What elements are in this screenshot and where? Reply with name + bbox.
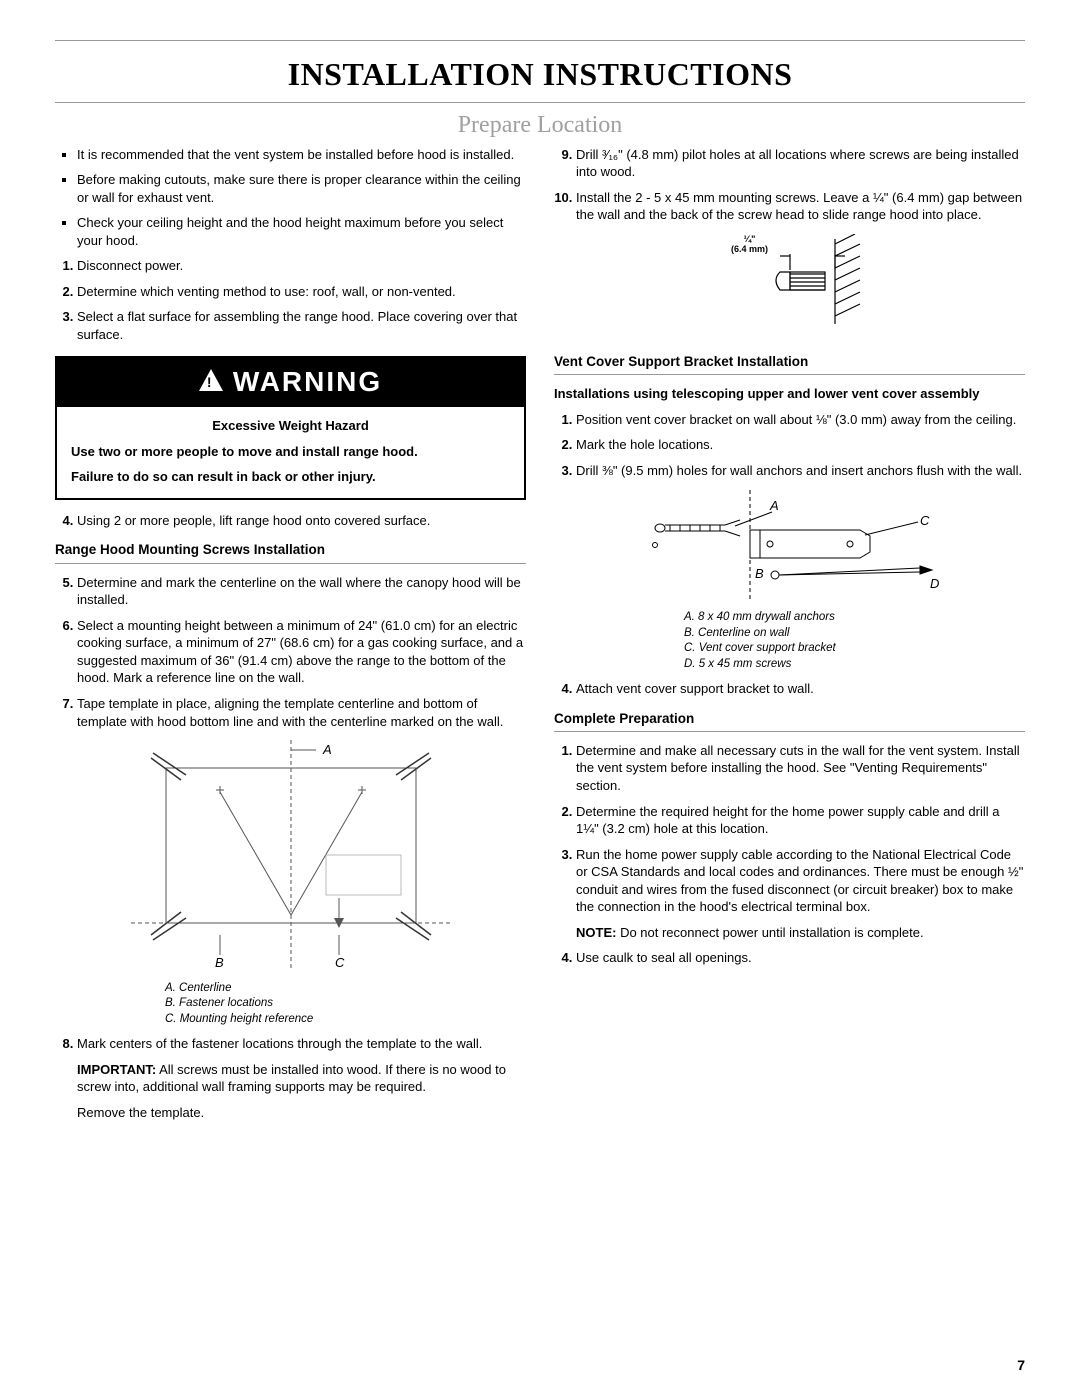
figure1-legend: A. Centerline B. Fastener locations C. M… xyxy=(55,981,526,1028)
step-item: Determine which venting method to use: r… xyxy=(77,283,526,301)
complete-steps: Determine and make all necessary cuts in… xyxy=(554,742,1025,967)
note-label: NOTE: xyxy=(576,925,616,940)
figure-bracket: A B C D xyxy=(554,490,1025,605)
subhead-vent-bracket: Vent Cover Support Bracket Installation xyxy=(554,353,1025,375)
steps-9-10: Drill ³⁄₁₆" (4.8 mm) pilot holes at all … xyxy=(554,146,1025,224)
legend-line: A. 8 x 40 mm drywall anchors xyxy=(684,610,1025,626)
gap-mm: (6.4 mm) xyxy=(731,244,768,254)
legend-line: D. 5 x 45 mm screws xyxy=(684,657,1025,673)
legend-line: B. Fastener locations xyxy=(165,996,526,1012)
note-text: Do not reconnect power until installatio… xyxy=(616,925,923,940)
step-item: Use caulk to seal all openings. xyxy=(576,949,1025,967)
hazard-line: Excessive Weight Hazard xyxy=(71,417,510,435)
step-item: Tape template in place, aligning the tem… xyxy=(77,695,526,730)
fig1-label-B: B xyxy=(215,955,224,970)
step-item: Mark centers of the fastener locations t… xyxy=(77,1035,526,1121)
step-item: Select a flat surface for assembling the… xyxy=(77,308,526,343)
fig1-label-C: C xyxy=(335,955,345,970)
warning-box: WARNING Excessive Weight Hazard Use two … xyxy=(55,356,526,500)
legend-line: C. Vent cover support bracket xyxy=(684,641,1025,657)
fig2-label-B: B xyxy=(755,566,764,581)
template-diagram-svg: A B C xyxy=(111,740,471,970)
bullet-item: Check your ceiling height and the hood h… xyxy=(77,214,526,249)
subhead-complete: Complete Preparation xyxy=(554,710,1025,732)
step-item: Using 2 or more people, lift range hood … xyxy=(77,512,526,530)
vent-step-4: Attach vent cover support bracket to wal… xyxy=(554,680,1025,698)
important-block: IMPORTANT: All screws must be installed … xyxy=(77,1061,526,1096)
figure2-legend: A. 8 x 40 mm drywall anchors B. Centerli… xyxy=(554,610,1025,672)
step-item: Disconnect power. xyxy=(77,257,526,275)
fig1-label-A: A xyxy=(322,742,332,757)
step3-text: Run the home power supply cable accordin… xyxy=(576,847,1023,915)
gap-screw-svg xyxy=(660,234,920,329)
step-item: Determine and mark the centerline on the… xyxy=(77,574,526,609)
figure-template: A B C xyxy=(55,740,526,975)
legend-line: A. Centerline xyxy=(165,981,526,997)
top-rule xyxy=(55,40,1025,41)
vent-steps-1-3: Position vent cover bracket on wall abou… xyxy=(554,411,1025,480)
two-column-layout: It is recommended that the vent system b… xyxy=(55,146,1025,1130)
mid-rule xyxy=(55,102,1025,103)
important-label: IMPORTANT: xyxy=(77,1062,156,1077)
legend-line: B. Centerline on wall xyxy=(684,626,1025,642)
warning-body: Excessive Weight Hazard Use two or more … xyxy=(57,407,524,498)
step-item: Determine and make all necessary cuts in… xyxy=(576,742,1025,795)
left-column: It is recommended that the vent system b… xyxy=(55,146,526,1130)
step-item: Attach vent cover support bracket to wal… xyxy=(576,680,1025,698)
install-heading: Installations using telescoping upper an… xyxy=(554,385,1025,403)
gap-value: ¼" xyxy=(744,234,756,244)
step-item: Run the home power supply cable accordin… xyxy=(576,846,1025,942)
bullet-item: It is recommended that the vent system b… xyxy=(77,146,526,164)
page: INSTALLATION INSTRUCTIONS Prepare Locati… xyxy=(0,0,1080,1397)
bullet-item: Before making cutouts, make sure there i… xyxy=(77,171,526,206)
bracket-svg: A B C D xyxy=(600,490,980,600)
right-column: Drill ³⁄₁₆" (4.8 mm) pilot holes at all … xyxy=(554,146,1025,1130)
step-item: Drill ⅜" (9.5 mm) holes for wall anchors… xyxy=(576,462,1025,480)
page-number: 7 xyxy=(1017,1356,1025,1375)
section-title: Prepare Location xyxy=(55,109,1025,141)
main-title: INSTALLATION INSTRUCTIONS xyxy=(55,53,1025,96)
steps-5-7: Determine and mark the centerline on the… xyxy=(55,574,526,730)
fig2-label-A: A xyxy=(769,498,779,513)
step-item: Install the 2 - 5 x 45 mm mounting screw… xyxy=(576,189,1025,224)
note-block: NOTE: Do not reconnect power until insta… xyxy=(576,924,1025,942)
fig2-label-C: C xyxy=(920,513,930,528)
step-item: Determine the required height for the ho… xyxy=(576,803,1025,838)
step-item: Drill ³⁄₁₆" (4.8 mm) pilot holes at all … xyxy=(576,146,1025,181)
step-4: Using 2 or more people, lift range hood … xyxy=(55,512,526,530)
legend-line: C. Mounting height reference xyxy=(165,1012,526,1028)
steps-1-3: Disconnect power. Determine which ventin… xyxy=(55,257,526,343)
warning-line: Use two or more people to move and insta… xyxy=(71,443,510,461)
warning-header: WARNING xyxy=(57,358,524,408)
intro-bullets: It is recommended that the vent system b… xyxy=(55,146,526,250)
warning-label: WARNING xyxy=(233,366,382,397)
step-item: Mark the hole locations. xyxy=(576,436,1025,454)
figure-gap-screw: ¼" (6.4 mm) xyxy=(554,234,1025,353)
subhead-mounting: Range Hood Mounting Screws Installation xyxy=(55,541,526,563)
step-item: Position vent cover bracket on wall abou… xyxy=(576,411,1025,429)
step-8: Mark centers of the fastener locations t… xyxy=(55,1035,526,1121)
warning-line: Failure to do so can result in back or o… xyxy=(71,468,510,486)
step-item: Select a mounting height between a minim… xyxy=(77,617,526,687)
warning-triangle-icon xyxy=(199,369,223,391)
step8-text: Mark centers of the fastener locations t… xyxy=(77,1036,482,1051)
fig2-label-D: D xyxy=(930,576,939,591)
gap-label: ¼" (6.4 mm) xyxy=(720,235,780,255)
remove-template: Remove the template. xyxy=(77,1104,526,1122)
